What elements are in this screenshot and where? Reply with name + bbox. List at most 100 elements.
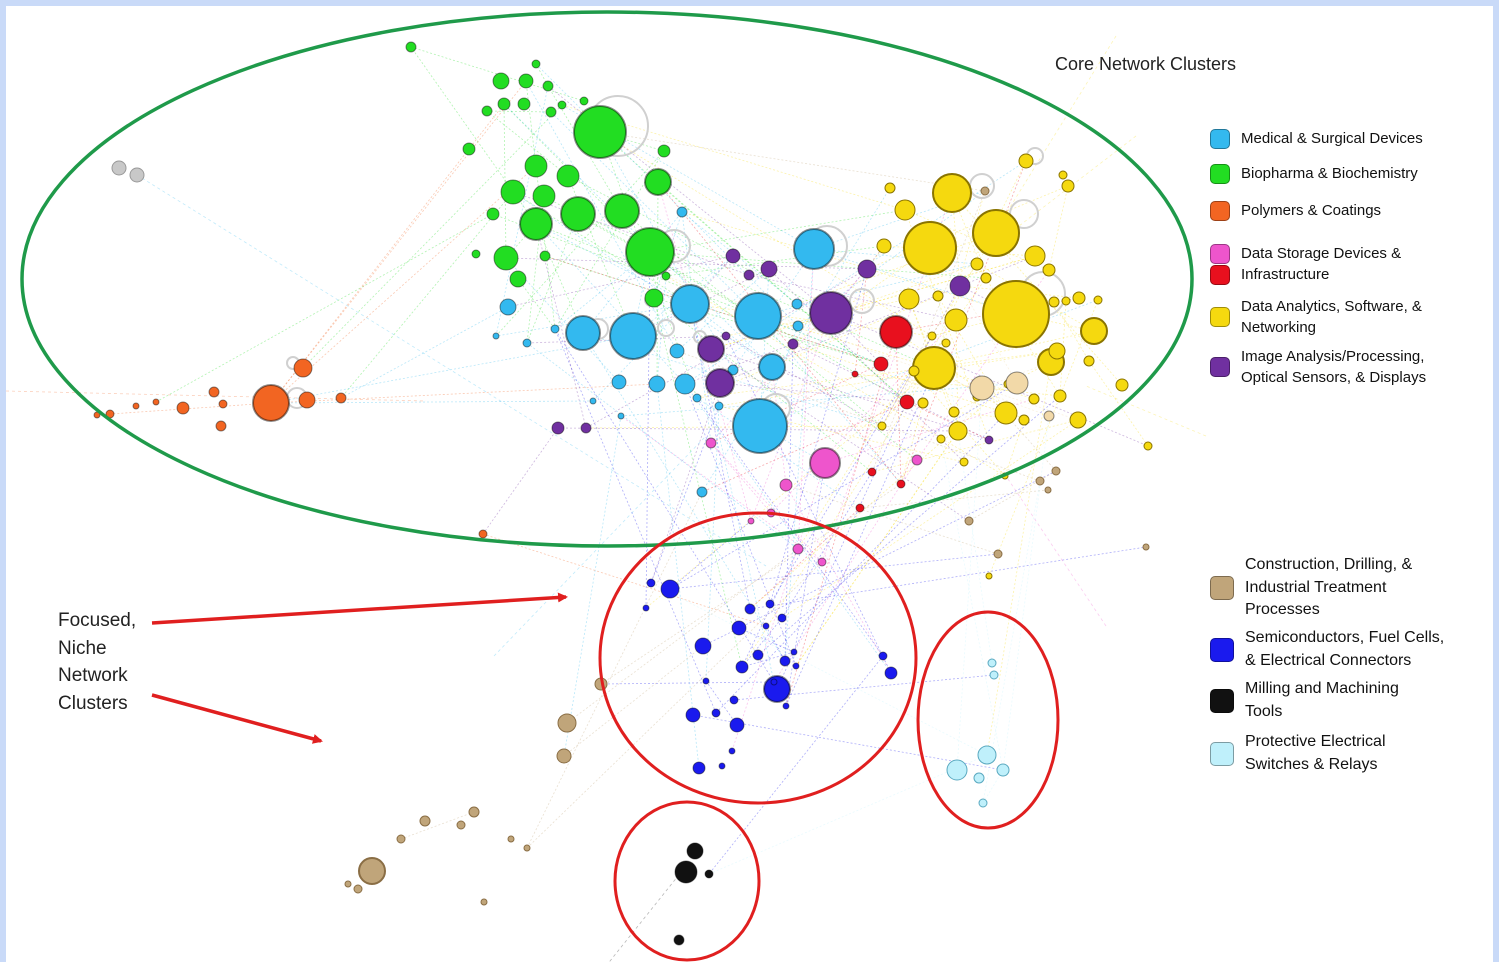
- network-edge: [689, 303, 775, 683]
- network-edge: [813, 248, 1017, 315]
- network-edge: [725, 335, 892, 674]
- network-edge: [708, 754, 988, 875]
- network-edge: [650, 582, 988, 756]
- legend-item-semiconductors: Semiconductors, Fuel Cells, & Electrical…: [1210, 627, 1444, 672]
- network-edge: [689, 303, 773, 368]
- legend-item-milling: Milling and Machining Tools: [1210, 678, 1399, 723]
- network-edge: [503, 103, 507, 259]
- legend-label: Data Analytics, Software, & Networking: [1241, 296, 1422, 338]
- network-node: [1043, 410, 1055, 422]
- network-node: [517, 97, 531, 111]
- network-node: [1142, 543, 1150, 551]
- network-node: [556, 748, 572, 764]
- network-node: [936, 434, 946, 444]
- network-node: [732, 398, 788, 454]
- legend-swatch: [1210, 200, 1230, 221]
- network-node: [899, 394, 915, 410]
- network-edge: [669, 520, 752, 590]
- network-edge: [495, 85, 549, 337]
- network-node: [973, 772, 985, 784]
- network-edge: [657, 181, 902, 485]
- legend-item-data-analytics: Data Analytics, Software, & Networking: [1210, 296, 1422, 338]
- network-node: [646, 578, 656, 588]
- network-node: [792, 543, 804, 555]
- network-node: [644, 288, 664, 308]
- network-node: [565, 315, 601, 351]
- network-node: [551, 421, 565, 435]
- network-node: [908, 365, 920, 377]
- network-node: [686, 842, 704, 860]
- network-edge: [866, 185, 1069, 270]
- legend-swatch: [1210, 575, 1234, 600]
- network-node: [580, 422, 592, 434]
- network-node: [779, 655, 791, 667]
- legend-swatch: [1210, 128, 1230, 149]
- network-node: [523, 844, 531, 852]
- network-node: [524, 154, 548, 178]
- network-node: [949, 275, 971, 297]
- legend-swatch: [1210, 637, 1234, 662]
- network-node: [989, 670, 999, 680]
- network-edge: [535, 223, 587, 429]
- network-edge: [702, 470, 1057, 647]
- network-node: [669, 343, 685, 359]
- network-node: [468, 806, 480, 818]
- network-node: [725, 248, 741, 264]
- network-edge: [985, 35, 1117, 247]
- legend-item-data-storage: Data Storage Devices &: [1210, 243, 1401, 264]
- network-edge: [741, 617, 783, 668]
- network-node: [644, 168, 672, 196]
- network-edge: [757, 315, 935, 369]
- network-node: [855, 503, 865, 513]
- network-edge: [270, 400, 594, 404]
- legend-label: Biopharma & Biochemistry: [1241, 165, 1418, 182]
- network-edge: [684, 343, 794, 385]
- network-edge: [400, 811, 475, 840]
- network-edge: [600, 483, 902, 685]
- network-edge: [976, 263, 1095, 332]
- network-node: [752, 649, 764, 661]
- milling-cluster-ellipse: [613, 800, 761, 962]
- network-edge: [795, 430, 959, 667]
- network-edge: [512, 191, 750, 276]
- legend-label-line: & Electrical Connectors: [1245, 651, 1412, 669]
- network-node-ring: [657, 319, 675, 337]
- network-node: [685, 707, 701, 723]
- network-node: [152, 398, 160, 406]
- network-edge: [1005, 475, 1107, 627]
- network-node: [492, 332, 500, 340]
- network-node: [532, 184, 556, 208]
- network-edge: [632, 303, 691, 337]
- network-edge: [765, 625, 786, 662]
- network-edge: [495, 303, 691, 337]
- network-edge: [340, 191, 514, 399]
- network-node: [353, 884, 363, 894]
- niche-clusters-title: Focused, Niche Network Clusters: [58, 607, 168, 717]
- network-node: [1053, 389, 1067, 403]
- core-clusters-title: Core Network Clusters: [1055, 54, 1237, 74]
- network-edge: [784, 248, 815, 662]
- arrow-to-construction-cluster: [151, 693, 323, 744]
- network-edge: [988, 299, 1099, 577]
- network-node: [790, 648, 798, 656]
- network-node: [972, 209, 1020, 257]
- network-node: [486, 207, 500, 221]
- legend-swatch: [1210, 307, 1230, 327]
- network-node: [705, 437, 717, 449]
- network-edge: [871, 190, 986, 473]
- network-node: [1051, 466, 1061, 476]
- legend-label: Medical & Surgical Devices: [1241, 130, 1423, 147]
- network-node: [298, 391, 316, 409]
- network-edge: [750, 312, 832, 522]
- network-edge: [781, 419, 1079, 619]
- network-edge: [526, 213, 579, 344]
- network-node: [617, 412, 625, 420]
- network-edge: [482, 427, 559, 535]
- network-edge: [719, 382, 908, 403]
- network-node: [791, 298, 803, 310]
- legend-label-line: Semiconductors, Fuel Cells,: [1245, 629, 1445, 646]
- network-edge: [795, 430, 959, 667]
- network-node: [1115, 378, 1129, 392]
- network-edge: [270, 165, 537, 404]
- legend-item-biopharma: Biopharma & Biochemistry: [1210, 163, 1418, 184]
